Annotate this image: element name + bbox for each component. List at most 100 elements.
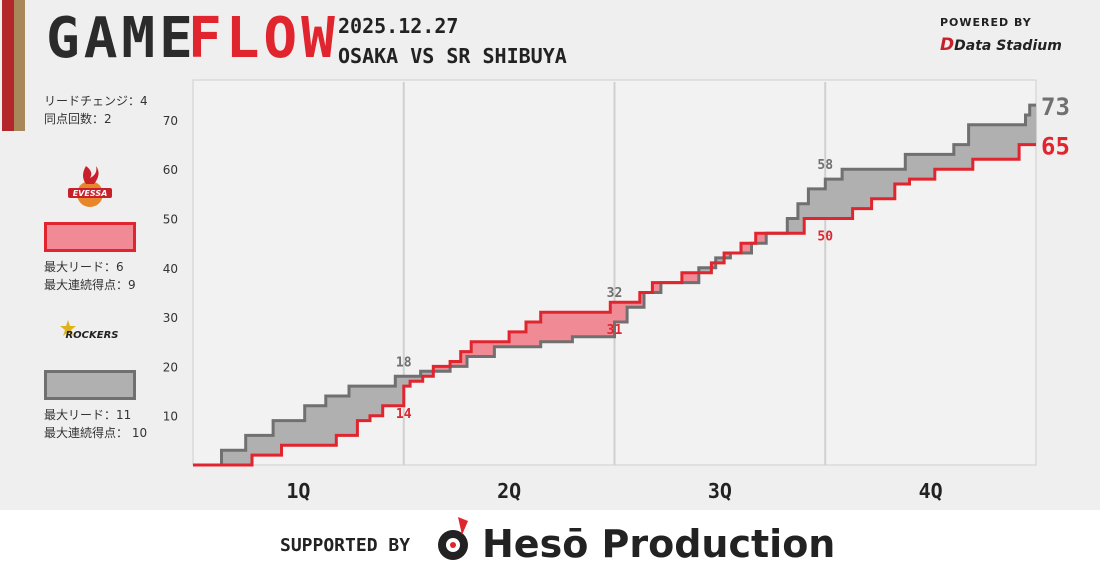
lead-fill — [450, 361, 462, 367]
x-tick-label: 3Q — [708, 479, 732, 503]
lead-fill — [909, 154, 936, 180]
lead-fill — [852, 169, 873, 209]
lead-fill — [336, 395, 350, 436]
evessa-logo-text: EVESSA — [73, 189, 108, 198]
lead-fill — [1019, 124, 1026, 145]
data-stadium-logo-text: Data Stadium — [954, 38, 1062, 54]
ties-count: 同点回数：2 — [44, 112, 112, 126]
lead-fill — [871, 169, 896, 199]
lead-fill — [724, 253, 731, 258]
y-tick-label: 70 — [163, 114, 178, 128]
game-date: 2025.12.27 — [338, 14, 459, 38]
score-annotation: 18 — [396, 355, 412, 370]
y-tick-label: 20 — [163, 360, 178, 374]
game-flow-chart: 10 20 30 40 50 60 70 1Q 2Q 3Q 4Q 18 14 32 31 58 50 73 65 — [163, 79, 1070, 503]
lead-fill — [614, 302, 628, 323]
legend-osaka-swatch — [44, 222, 136, 252]
lead-fill — [797, 203, 805, 234]
score-annotation: 50 — [817, 230, 833, 245]
heso-logo-icon — [438, 517, 468, 560]
lead-fill — [711, 262, 717, 268]
lead-fill — [740, 243, 752, 254]
lead-fill — [842, 169, 854, 219]
accent-bar-red — [2, 0, 14, 131]
lead-fill — [221, 450, 247, 465]
score-annotation: 65 — [1041, 133, 1070, 161]
lead-fill — [281, 420, 306, 446]
lead-fill — [245, 435, 253, 465]
lead-fill — [433, 366, 451, 372]
shibuya-max-lead: 最大リード：11 — [44, 408, 132, 422]
lead-fill — [953, 144, 970, 170]
osaka-max-lead: 最大リード：6 — [44, 260, 124, 274]
score-annotation: 32 — [607, 286, 623, 301]
lead-fill — [715, 257, 725, 263]
supported-by-label: SUPPORTED BY — [280, 535, 411, 556]
x-tick-label: 2Q — [497, 479, 521, 503]
score-annotation: 58 — [817, 158, 833, 173]
lead-fill — [466, 351, 472, 357]
score-annotation: 31 — [607, 323, 623, 338]
lead-fill — [698, 267, 712, 273]
powered-by-label: POWERED BY — [940, 16, 1032, 29]
lead-fill — [460, 351, 468, 367]
shibuya-max-run: 最大連続得点： 10 — [44, 426, 148, 440]
lead-fill — [357, 386, 371, 421]
lead-fill — [525, 322, 542, 347]
rockers-logo: ROCKERS — [60, 320, 119, 341]
heso-production-logo: Hesō Production — [482, 522, 836, 566]
lead-fill — [572, 312, 611, 337]
osaka-score-line — [193, 143, 1036, 467]
x-tick-label: 1Q — [286, 479, 310, 503]
y-tick-label: 10 — [163, 410, 178, 424]
y-tick-label: 60 — [163, 163, 178, 177]
lead-fill — [273, 420, 283, 456]
lead-fill — [755, 233, 767, 244]
lead-fill — [395, 376, 405, 406]
lead-fill — [1029, 105, 1037, 145]
lead-fill — [894, 169, 906, 184]
lead-fill — [471, 341, 495, 357]
accent-bar-gold — [14, 0, 25, 131]
lead-fill — [627, 302, 641, 308]
legend-shibuya-swatch — [44, 370, 136, 400]
lead-fill — [403, 376, 411, 387]
lead-fill — [410, 376, 422, 382]
y-tick-label: 40 — [163, 262, 178, 276]
lead-fill — [905, 154, 911, 184]
lead-fill — [370, 386, 384, 416]
score-annotation: 14 — [396, 407, 412, 422]
lead-fill — [808, 188, 826, 219]
title-flow: FLOW — [188, 6, 339, 71]
lead-fill — [304, 405, 327, 446]
lead-fill — [639, 292, 645, 308]
title-game: GAME — [46, 6, 197, 71]
lead-fill — [252, 435, 274, 456]
lead-fill — [422, 371, 434, 377]
lead-fill — [494, 341, 510, 347]
score-annotation: 73 — [1041, 93, 1070, 121]
lead-fill — [382, 386, 396, 406]
lead-fill — [681, 272, 700, 283]
matchup: OSAKA VS SR SHIBUYA — [338, 44, 567, 68]
lead-fill — [540, 312, 573, 342]
data-stadium-logo-initial: D — [940, 35, 955, 55]
lead-fill — [825, 179, 843, 219]
rockers-logo-text: ROCKERS — [65, 330, 118, 341]
lead-fill — [652, 282, 662, 293]
x-tick-label: 4Q — [919, 479, 943, 503]
osaka-max-run: 最大連続得点：9 — [44, 278, 136, 292]
lead-fill — [610, 302, 615, 337]
y-tick-label: 30 — [163, 311, 178, 325]
lead-fill — [325, 395, 337, 446]
lead-changes: リードチェンジ：4 — [44, 94, 148, 108]
lead-fill — [934, 154, 955, 170]
data-stadium-logo: DData Stadium — [940, 35, 1062, 55]
y-tick-label: 50 — [163, 213, 178, 227]
lead-fill — [509, 331, 527, 347]
lead-fill — [1025, 114, 1031, 145]
lead-fill — [804, 203, 809, 219]
lead-fill — [968, 124, 974, 170]
evessa-logo: EVESSA — [68, 166, 112, 207]
lead-fill — [348, 386, 358, 436]
